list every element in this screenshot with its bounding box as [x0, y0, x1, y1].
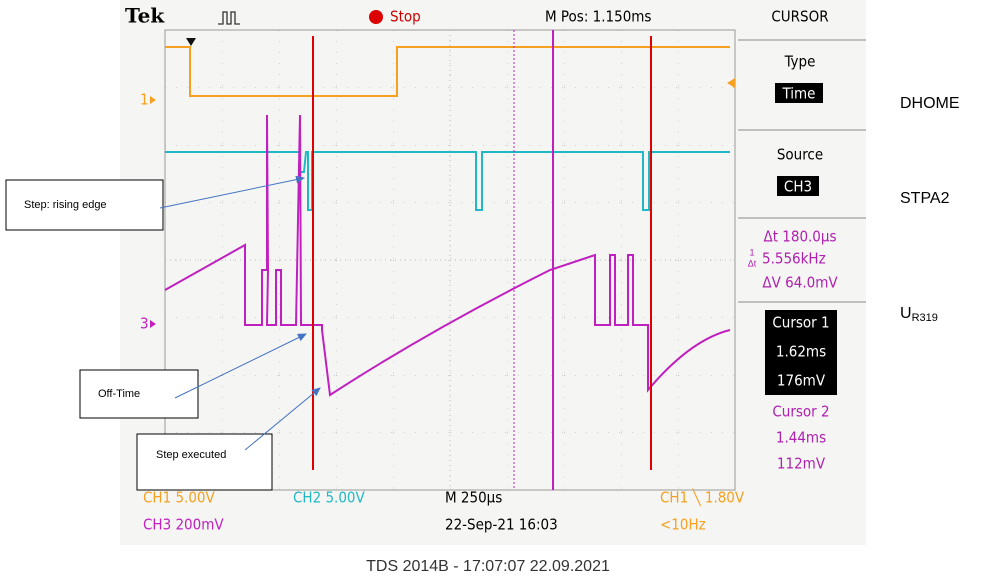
stop-icon: [369, 10, 383, 24]
freq: 5.556kHz: [762, 250, 826, 268]
position: M Pos: 1.150ms: [545, 8, 651, 26]
ch1-marker: 1: [140, 91, 149, 109]
brand: Tek: [125, 4, 165, 28]
signal-label: UR319: [900, 305, 938, 324]
annotation-box: [137, 434, 272, 490]
annotation: Step: rising edge: [24, 199, 107, 211]
cursor1-volt: 176mV: [777, 372, 826, 390]
trigger-freq: <10Hz: [660, 516, 706, 534]
type-value: Time: [782, 85, 816, 103]
source-label: Source: [777, 146, 823, 164]
ch1-scale: CH1 5.00V: [143, 489, 215, 507]
timebase: M 250µs: [445, 489, 502, 507]
ch3-scale: CH3 200mV: [143, 516, 224, 534]
page: Tek Stop M Pos: 1.150ms CURSOR Type Time…: [0, 0, 987, 583]
menu-title: CURSOR: [771, 8, 828, 26]
delta-v: ΔV 64.0mV: [762, 274, 838, 292]
signal-sub: R319: [912, 312, 938, 324]
date: 22-Sep-21 16:03: [445, 516, 558, 534]
source-value: CH3: [784, 178, 812, 196]
delta-t: Δt 180.0µs: [763, 228, 836, 246]
footer: TDS 2014B - 17:07:07 22.09.2021: [366, 558, 610, 575]
freq-num: 1: [749, 247, 754, 257]
ch3-marker: 3: [140, 315, 149, 333]
freq-den: Δt: [748, 258, 757, 268]
cursor1-label: Cursor 1: [772, 314, 829, 332]
status: Stop: [390, 8, 421, 26]
annotation: Off-Time: [98, 388, 140, 400]
cursor2-label: Cursor 2: [772, 403, 829, 421]
signal-label: DHOME: [900, 95, 960, 112]
cursor2-time: 1.44ms: [776, 429, 826, 447]
annotation: Step executed: [156, 449, 226, 461]
signal-label: STPA2: [900, 190, 950, 207]
cursor1-time: 1.62ms: [776, 343, 826, 361]
signal-main: U: [900, 305, 912, 322]
ch2-scale: CH2 5.00V: [293, 489, 365, 507]
trigger: CH1 ╲ 1.80V: [660, 489, 745, 507]
type-label: Type: [784, 53, 816, 71]
cursor2-volt: 112mV: [777, 455, 826, 473]
